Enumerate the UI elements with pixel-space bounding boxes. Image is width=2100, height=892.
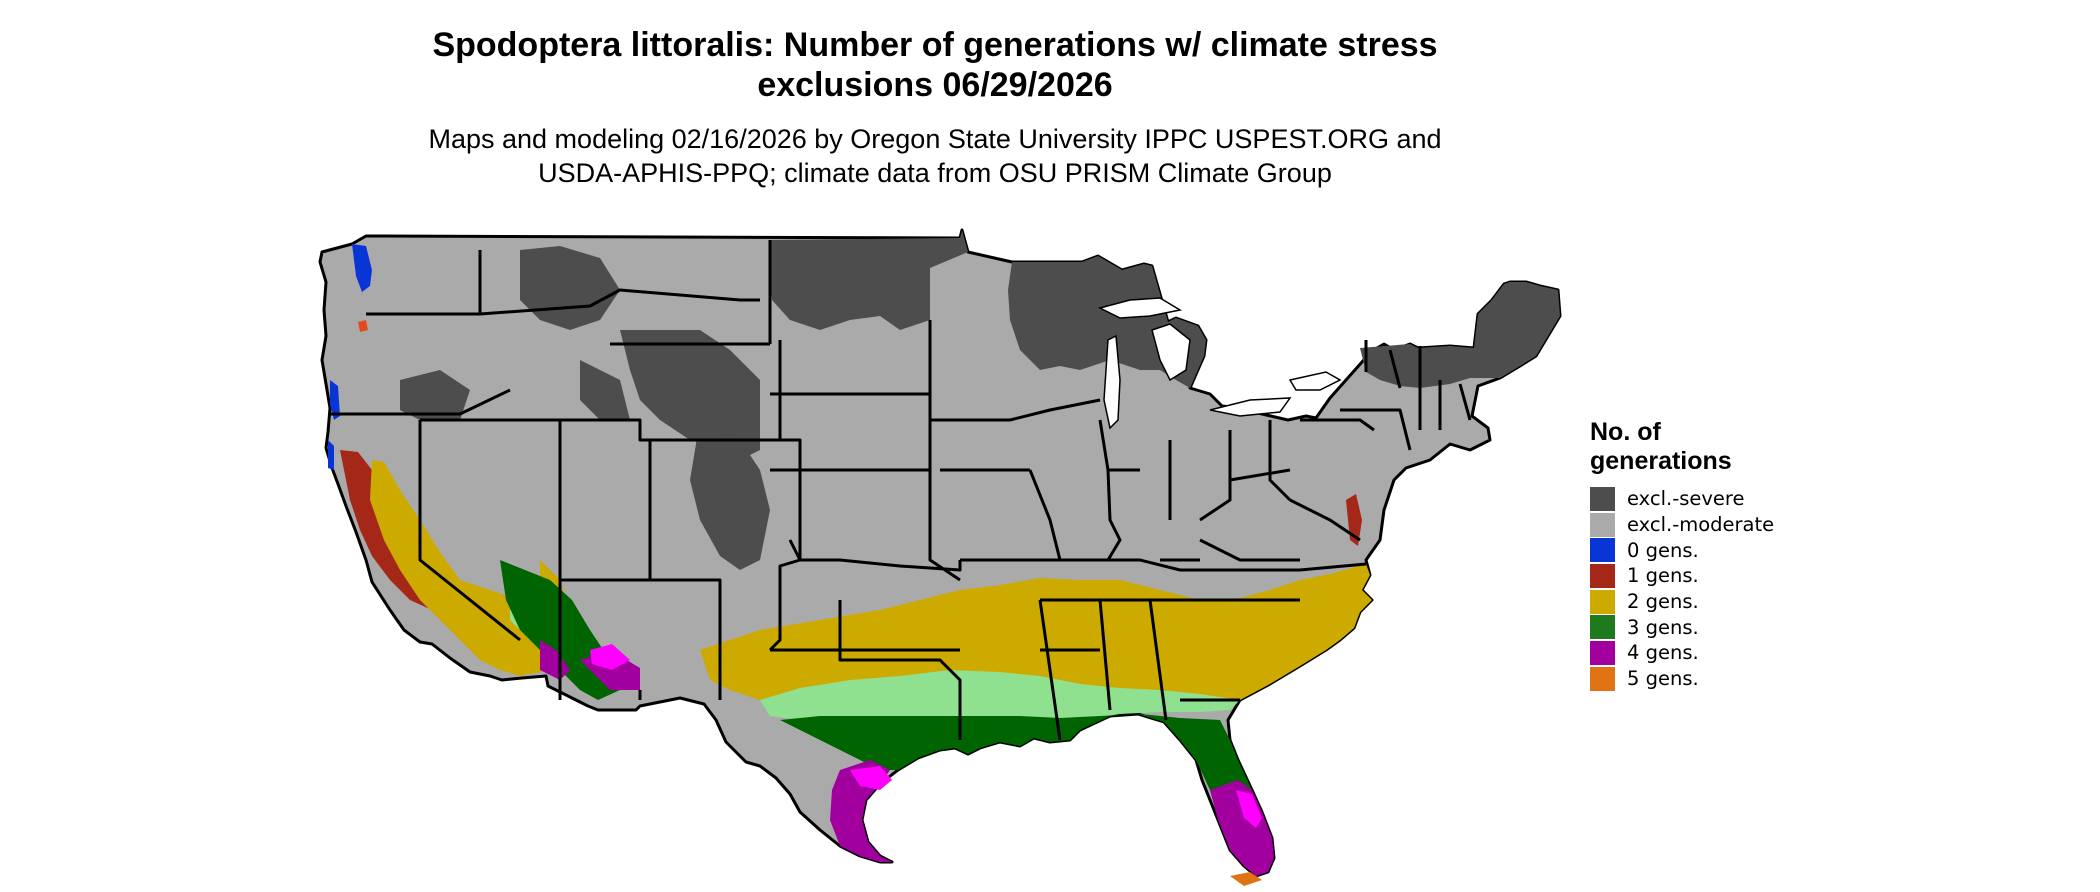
legend-swatch (1590, 538, 1615, 563)
legend-label: 2 gens. (1627, 590, 1699, 614)
legend-title: No. of generations (1590, 418, 1732, 475)
legend-swatch (1590, 563, 1615, 588)
legend-item: 0 gens. (1590, 537, 1850, 563)
legend-label: excl.-severe (1627, 487, 1745, 511)
legend-label: 3 gens. (1627, 615, 1699, 639)
us-landmass (318, 228, 1562, 878)
four-gens-bright-regions (590, 644, 1262, 828)
legend-item: 1 gens. (1590, 563, 1850, 589)
legend-label: 1 gens. (1627, 564, 1699, 588)
legend-swatch (1590, 486, 1615, 511)
excl-severe-regions (400, 230, 1560, 570)
legend-item: excl.-severe (1590, 486, 1850, 512)
legend-swatch (1590, 512, 1615, 537)
legend-item: 3 gens. (1590, 614, 1850, 640)
legend-swatch (1590, 615, 1615, 640)
five-gens-regions (1230, 872, 1262, 886)
legend-swatch (1590, 589, 1615, 614)
map-title-line-2: exclusions 06/29/2026 (757, 66, 1113, 104)
legend-label: excl.-moderate (1627, 513, 1775, 537)
state-borders (330, 240, 1472, 741)
legend-item: excl.-moderate (1590, 512, 1850, 538)
map-subtitle-line-1: Maps and modeling 02/16/2026 by Oregon S… (428, 124, 1442, 154)
zero-gens-regions (328, 244, 372, 470)
legend-rows: excl.-severe excl.-moderate 0 gens. 1 gens.… (1590, 486, 1850, 692)
map-subtitle-line-2: USDA-APHIS-PPQ; climate data from OSU PR… (538, 158, 1332, 188)
great-lakes (1097, 297, 1342, 430)
map-title-line-1: Spodoptera littoralis: Number of generat… (432, 26, 1438, 64)
legend-label: 5 gens. (1627, 667, 1699, 691)
legend-label: 0 gens. (1627, 538, 1699, 562)
legend-label: 4 gens. (1627, 641, 1699, 665)
legend: No. of generations excl.-severe excl.-mod… (1590, 418, 1850, 692)
legend-swatch (1590, 666, 1615, 691)
legend-item: 4 gens. (1590, 640, 1850, 666)
legend-item: 5 gens. (1590, 666, 1850, 692)
legend-item: 2 gens. (1590, 589, 1850, 615)
legend-swatch (1590, 640, 1615, 665)
